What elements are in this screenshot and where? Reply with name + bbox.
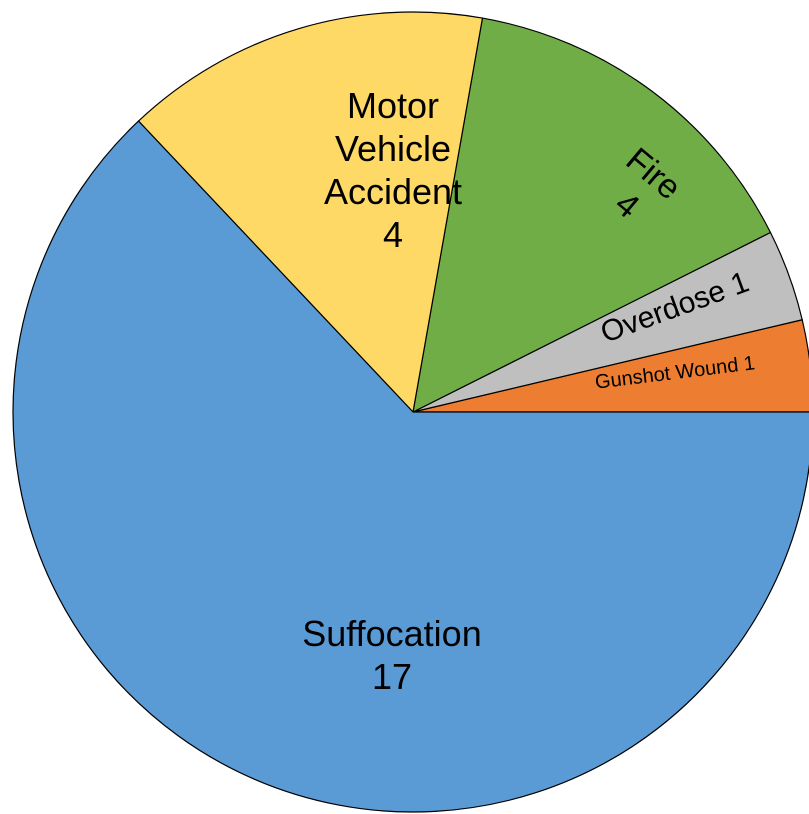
pie-slice — [137, 11, 484, 414]
slice-label: Suffocation 17 — [242, 612, 542, 698]
slice-label: Motor Vehicle Accident 4 — [298, 84, 488, 257]
value-label: 1 — [742, 352, 757, 376]
value-label: 4 — [382, 214, 404, 256]
pie-slice — [412, 17, 772, 414]
pie-slice — [12, 120, 809, 813]
category-label: Motor Vehicle Accident — [323, 84, 463, 212]
value-label: 17 — [371, 656, 413, 698]
value-label: 1 — [726, 265, 754, 303]
category-label: Suffocation — [302, 613, 482, 654]
